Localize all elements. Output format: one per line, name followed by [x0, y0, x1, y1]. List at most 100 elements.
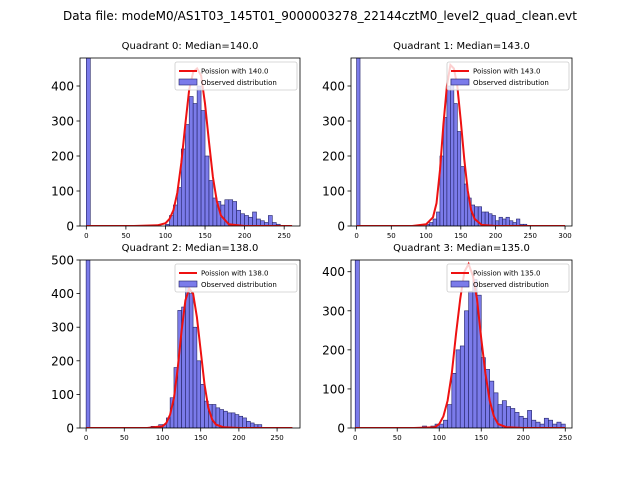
histogram-bar	[185, 286, 190, 428]
x-tick-label: 150	[475, 434, 488, 442]
axes-frame	[79, 259, 301, 429]
x-tick-label: 100	[159, 232, 172, 240]
histogram-bar	[447, 404, 453, 428]
histogram-bar	[242, 417, 247, 428]
histogram-bar	[223, 410, 228, 428]
legend-hist-label: Observed distribution	[201, 79, 277, 87]
quadrant-2-title: Quadrant 2: Median=138.0	[122, 243, 259, 254]
histogram-bar	[252, 211, 257, 226]
y-tick-label: 0	[337, 422, 345, 436]
axes-frame	[350, 259, 573, 429]
x-tick-label: 150	[194, 434, 207, 442]
histogram-bar	[505, 216, 510, 226]
histogram-bar	[491, 215, 496, 226]
x-tick-label: 0	[84, 434, 88, 442]
histogram-bar	[543, 417, 549, 428]
histogram-bar	[459, 345, 465, 428]
legend-hist-swatch	[178, 78, 198, 86]
legend-box	[174, 263, 298, 293]
y-tick-label: 400	[322, 80, 345, 94]
quadrant-1-title: Quadrant 1: Median=143.0	[393, 41, 530, 52]
y-tick-label: 200	[51, 150, 74, 164]
legend-curve-label: Poission with 143.0	[473, 68, 541, 76]
histogram-bar	[516, 218, 521, 226]
histogram-bar	[498, 216, 503, 226]
x-tick-label: 250	[559, 434, 572, 442]
x-tick-label: 0	[354, 232, 358, 240]
histogram-bar	[227, 412, 232, 428]
histogram-bar	[196, 85, 202, 226]
histogram-bar	[481, 211, 486, 226]
quadrant-0-bars	[86, 58, 281, 226]
histogram-bar	[443, 419, 448, 428]
x-tick-label: 200	[232, 434, 245, 442]
histogram-bar	[192, 326, 198, 428]
y-tick-label: 100	[51, 185, 74, 199]
legend-hist-swatch	[178, 280, 198, 288]
histogram-bar	[488, 213, 493, 226]
histogram-bar	[184, 124, 190, 226]
legend-hist-label: Observed distribution	[473, 281, 549, 289]
figure-title: Data file: modeM0/AS1T03_145T01_90000032…	[63, 9, 577, 23]
x-tick-label: 250	[277, 232, 290, 240]
histogram-bar	[450, 78, 455, 226]
histogram-bar	[196, 360, 201, 428]
histogram-bar	[256, 218, 261, 226]
legend-hist-swatch	[450, 78, 470, 86]
x-tick-label: 300	[558, 232, 571, 240]
histogram-bar	[257, 424, 263, 428]
legend-hist-label: Observed distribution	[201, 281, 277, 289]
y-tick-label: 400	[322, 265, 345, 279]
histogram-bar	[238, 415, 244, 428]
legend-curve-label: Poission with 138.0	[201, 270, 269, 278]
histogram-bar	[86, 58, 91, 226]
x-tick-label: 50	[387, 232, 396, 240]
quadrant-2-panel: Quadrant 2: Median=138.0 0 50 100 150 200 250 0…	[51, 243, 301, 442]
histogram-bar	[501, 400, 507, 428]
x-tick-label: 100	[419, 232, 432, 240]
x-tick-label: 200	[238, 232, 251, 240]
x-tick-label: 100	[156, 434, 169, 442]
histogram-bar	[429, 222, 434, 226]
histogram-bar	[455, 349, 461, 428]
histogram-bar	[204, 155, 210, 226]
quadrant-3-panel: Quadrant 3: Median=135.0 0 50 100 150 200 250 0…	[322, 243, 573, 442]
histogram-bar	[200, 110, 206, 226]
histogram-bar	[484, 211, 489, 226]
y-tick-label: 300	[322, 304, 345, 318]
histogram-bar	[522, 417, 528, 428]
histogram-bar	[531, 419, 537, 428]
axes-frame	[350, 57, 573, 227]
x-tick-label: 250	[524, 232, 537, 240]
y-tick-label: 300	[51, 115, 74, 129]
histogram-bar	[192, 103, 198, 226]
histogram-bar	[432, 218, 437, 226]
histogram-bar	[244, 215, 249, 226]
histogram-bar	[468, 290, 474, 428]
y-tick-label: 100	[322, 185, 345, 199]
y-tick-label: 300	[51, 321, 74, 335]
y-tick-label: 100	[322, 382, 345, 396]
histogram-bar	[268, 215, 273, 226]
y-tick-label: 0	[66, 220, 74, 234]
histogram-bar	[464, 310, 469, 428]
legend-curve-label: Poission with 135.0	[473, 270, 541, 278]
histogram-bar	[240, 213, 245, 226]
x-tick-label: 50	[120, 434, 129, 442]
y-tick-label: 300	[322, 115, 345, 129]
histogram-bar	[236, 209, 241, 226]
y-tick-label: 200	[51, 354, 74, 368]
histogram-bar	[451, 373, 457, 428]
x-tick-label: 50	[121, 232, 130, 240]
histogram-bar	[230, 412, 236, 428]
histogram-bar	[356, 58, 361, 226]
legend-box	[446, 61, 570, 91]
histogram-bar	[200, 384, 205, 428]
histogram-bar	[443, 117, 448, 226]
legend-curve-label: Poission with 140.0	[201, 68, 269, 76]
histogram-bar	[518, 415, 524, 428]
legend-box	[174, 61, 298, 91]
x-tick-label: 100	[433, 434, 446, 442]
x-tick-label: 150	[454, 232, 467, 240]
